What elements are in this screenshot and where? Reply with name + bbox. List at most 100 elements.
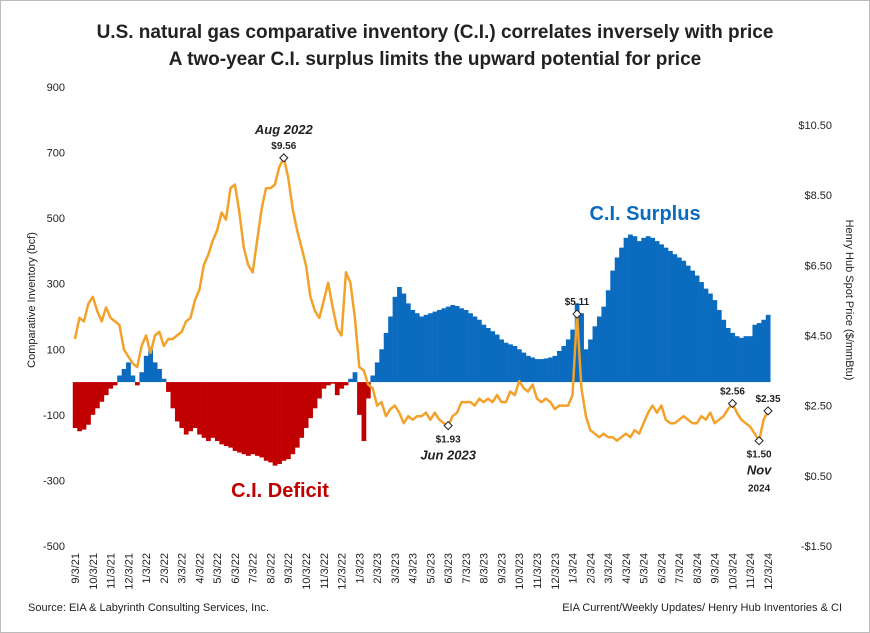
bar (112, 382, 118, 386)
x-tick-label: 7/3/23 (461, 553, 473, 584)
annotation: $1.93 (436, 435, 461, 446)
x-tick-label: 1/3/22 (141, 553, 153, 584)
x-tick-label: 8/3/24 (692, 553, 704, 584)
bar (148, 349, 154, 383)
bar (605, 290, 611, 383)
bar (294, 382, 300, 448)
bar (708, 293, 713, 383)
bar (503, 342, 509, 383)
bar (188, 382, 194, 432)
x-tick-label: 3/3/24 (603, 553, 615, 584)
bar (432, 311, 438, 383)
bar (357, 382, 362, 415)
bar (419, 316, 425, 383)
annotation: $5.11 (565, 297, 590, 308)
bar (450, 305, 456, 383)
point-marker (443, 420, 453, 431)
bar (716, 309, 722, 383)
bar (596, 316, 602, 383)
annotation: $9.56 (271, 141, 296, 152)
x-tick-label: 4/3/22 (194, 553, 206, 584)
x-tick-label: 7/3/24 (674, 553, 686, 584)
bar (405, 303, 411, 383)
bar (659, 244, 664, 383)
bar (246, 382, 251, 456)
bar (214, 382, 220, 442)
point-marker (572, 309, 582, 319)
bar (268, 382, 273, 463)
bar (117, 375, 122, 383)
bar (481, 324, 487, 383)
bar (583, 349, 589, 383)
bar (614, 257, 620, 383)
bar (765, 314, 771, 383)
bar (521, 352, 527, 383)
bar (739, 337, 744, 383)
bar (641, 237, 647, 383)
bar (463, 309, 469, 383)
y2-tick-label: $10.50 (798, 120, 832, 132)
bar (508, 344, 513, 383)
bar (241, 382, 247, 455)
bar (206, 382, 211, 442)
bar (259, 382, 265, 458)
x-tick-label: 10/3/21 (88, 553, 100, 590)
bar (325, 382, 331, 386)
bar (299, 382, 305, 438)
bar (397, 286, 402, 383)
bar (588, 339, 593, 383)
bar (94, 382, 100, 409)
x-tick-label: 10/3/24 (727, 553, 739, 590)
bar (565, 339, 571, 383)
bar (628, 234, 633, 383)
x-tick-label: 11/3/23 (532, 553, 544, 589)
x-tick-label: 1/3/23 (354, 553, 366, 584)
bar (312, 382, 318, 409)
x-tick-label: 12/3/23 (550, 553, 562, 590)
bar (437, 309, 442, 383)
x-tick-label: 11/3/24 (745, 553, 757, 589)
y2-axis-label: Henry Hub Spot Price ($/mmBtu) (843, 220, 855, 381)
x-tick-label: 11/3/21 (106, 553, 118, 589)
bar (650, 237, 656, 383)
bar (134, 382, 140, 386)
y2-tick-label: -$1.50 (801, 541, 832, 553)
bar (250, 382, 256, 455)
bar (685, 265, 691, 383)
bar (170, 382, 176, 409)
bar (286, 382, 291, 460)
x-tick-label: 12/3/22 (337, 553, 349, 590)
bar (143, 355, 149, 383)
bar (321, 382, 327, 389)
bar (383, 332, 389, 383)
x-tick-label: 4/3/24 (621, 553, 633, 584)
y-tick-label: 300 (47, 279, 65, 291)
x-tick-label: 3/3/22 (177, 553, 189, 584)
bar (219, 382, 225, 445)
x-tick-label: 12/3/21 (123, 553, 135, 590)
bar (179, 382, 185, 428)
x-tick-label: 9/3/21 (70, 553, 82, 584)
bar (157, 368, 162, 383)
source-right: EIA Current/Weekly Updates/ Henry Hub In… (562, 602, 842, 614)
bar (90, 382, 96, 415)
bar (152, 362, 158, 383)
y-tick-label: 100 (47, 344, 65, 356)
y2-tick-label: $4.50 (804, 330, 832, 342)
bar (352, 372, 358, 383)
bar (574, 303, 580, 383)
annotation: Jun 2023 (420, 448, 476, 463)
x-tick-label: 6/3/23 (443, 553, 455, 584)
bar (534, 359, 540, 383)
bar (121, 368, 127, 383)
bar (539, 359, 544, 383)
x-tick-label: 2/3/23 (372, 553, 384, 584)
bar (548, 357, 553, 383)
bar (694, 275, 700, 383)
bar (512, 346, 518, 383)
bar (494, 334, 500, 383)
bar (752, 324, 758, 383)
bar (126, 362, 131, 383)
x-tick-label: 4/3/23 (408, 553, 420, 584)
